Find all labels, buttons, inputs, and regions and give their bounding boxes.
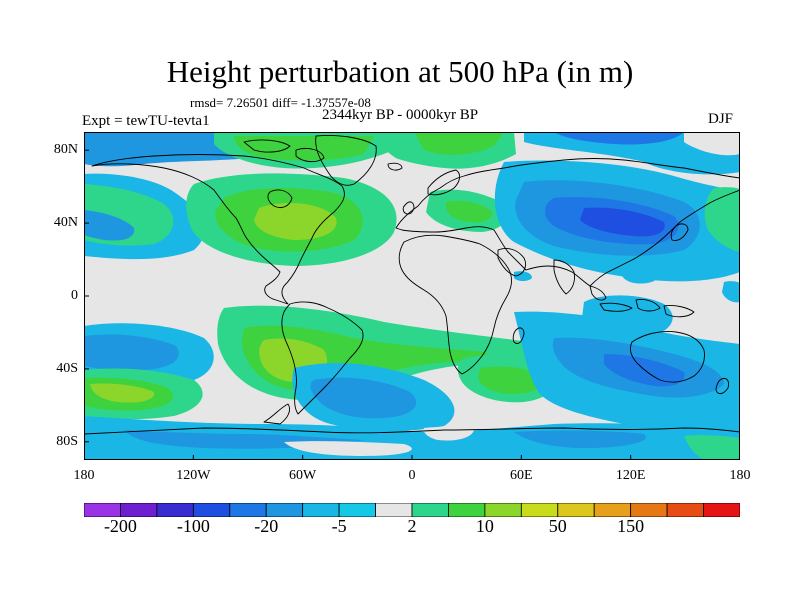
rmsd-stats: rmsd= 7.26501 diff= -1.37557e-08	[190, 95, 371, 110]
colorbar-box	[156, 503, 194, 517]
colorbar	[84, 503, 740, 517]
colorbar-box	[484, 503, 522, 517]
colorbar-box	[338, 503, 376, 517]
colorbar-box	[448, 503, 486, 517]
colorbar-box	[593, 503, 632, 517]
field-north-pacific-west	[84, 173, 205, 260]
lon-tick-label: 180	[73, 468, 95, 483]
lon-tick-label: 0	[408, 468, 416, 483]
lat-tick-label: 40N	[53, 215, 78, 231]
colorbar-box	[265, 503, 304, 517]
field-southern-midlatitudes	[84, 305, 740, 460]
colorbar-box	[703, 503, 740, 517]
colorbar-box	[192, 503, 231, 517]
colorbar-box	[666, 503, 704, 517]
experiment-label: Expt = tewTU-tevta1	[82, 113, 210, 129]
season-label: DJF	[708, 111, 734, 127]
lon-tick-label: 120W	[176, 468, 211, 483]
lat-tick-label: 0	[71, 288, 78, 303]
colorbar-label: -100	[176, 516, 210, 536]
lon-tick-label: 60W	[289, 468, 317, 483]
colorbar-box	[375, 503, 413, 517]
coastlines	[84, 135, 740, 435]
colorbar-box	[229, 503, 267, 517]
period-label: 2344kyr BP - 0000kyr BP	[322, 107, 479, 123]
field-asia-pacific	[494, 160, 740, 282]
colorbar-label: -5	[331, 516, 347, 536]
lat-tick-label: 80N	[53, 142, 78, 158]
colorbar-label: -200	[103, 516, 137, 536]
colorbar-label: 10	[475, 516, 494, 536]
colorbar-label: 150	[617, 516, 645, 536]
colorbar-label: -20	[254, 516, 279, 536]
lon-tick-label: 120E	[615, 468, 646, 483]
lat-tick-label: 80S	[56, 433, 78, 449]
colorbar-label: 50	[548, 516, 567, 536]
colorbar-box	[557, 503, 595, 517]
colorbar-box	[520, 503, 559, 517]
colorbar-box	[302, 503, 340, 517]
colorbar-box	[411, 503, 449, 517]
colorbar-box	[630, 503, 668, 517]
lon-tick-label: 60E	[510, 468, 533, 483]
colorbar-box	[120, 503, 158, 517]
plot-title: Height perturbation at 500 hPa (in m)	[166, 54, 634, 89]
colorbar-label: 2	[407, 516, 417, 536]
lat-tick-label: 40S	[56, 360, 78, 376]
field-europe	[426, 189, 508, 232]
field-arctic	[84, 132, 740, 186]
colorbar-box	[84, 503, 121, 517]
lon-tick-label: 180	[729, 468, 751, 483]
height-perturbation-map	[84, 132, 740, 460]
